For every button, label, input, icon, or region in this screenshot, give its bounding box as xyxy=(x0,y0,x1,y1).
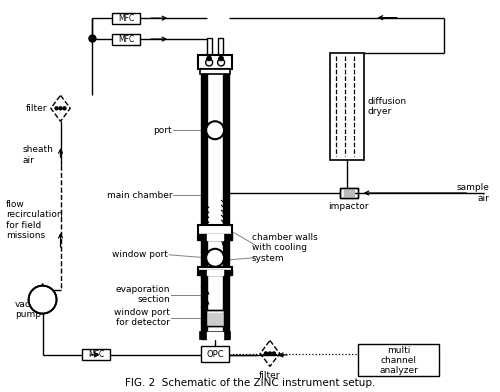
Text: impactor: impactor xyxy=(328,202,369,211)
Bar xyxy=(200,69,230,74)
Text: FIG. 2  Schematic of the ZINC instrument setup.: FIG. 2 Schematic of the ZINC instrument … xyxy=(125,378,375,388)
Circle shape xyxy=(218,59,224,66)
Bar xyxy=(198,267,232,275)
Bar xyxy=(207,332,223,339)
Text: MFC: MFC xyxy=(88,350,104,359)
Bar xyxy=(112,34,140,45)
Text: multi
channel
analyzer: multi channel analyzer xyxy=(379,345,418,375)
Bar xyxy=(201,347,229,363)
Circle shape xyxy=(28,286,56,314)
Text: MFC: MFC xyxy=(118,14,134,23)
Bar xyxy=(198,234,232,240)
Circle shape xyxy=(206,56,212,61)
Bar xyxy=(198,56,232,69)
Bar xyxy=(207,234,223,240)
Bar xyxy=(344,188,353,198)
Bar xyxy=(330,53,364,160)
Bar xyxy=(206,310,224,325)
Circle shape xyxy=(89,35,96,42)
Circle shape xyxy=(206,249,224,267)
Text: port: port xyxy=(154,126,172,135)
Text: window port
for detector: window port for detector xyxy=(114,308,170,327)
Circle shape xyxy=(264,352,268,355)
Circle shape xyxy=(59,107,62,110)
Text: OPC: OPC xyxy=(206,350,224,359)
Text: main chamber: main chamber xyxy=(106,191,172,200)
Text: window port: window port xyxy=(112,250,168,259)
Bar xyxy=(340,188,357,198)
Text: filter: filter xyxy=(259,371,280,380)
Text: sheath
air: sheath air xyxy=(22,145,54,165)
Bar xyxy=(200,332,230,339)
Text: diffusion
dryer: diffusion dryer xyxy=(368,96,407,116)
Ellipse shape xyxy=(34,295,52,305)
Bar xyxy=(201,74,207,339)
Bar xyxy=(208,312,222,325)
Bar xyxy=(206,310,224,325)
Text: vacuum
pump: vacuum pump xyxy=(14,300,51,319)
Circle shape xyxy=(55,107,58,110)
Circle shape xyxy=(218,56,224,61)
Text: filter: filter xyxy=(26,104,47,113)
Bar xyxy=(112,13,140,24)
Bar xyxy=(207,38,212,56)
Bar xyxy=(218,38,223,56)
Bar xyxy=(198,270,232,275)
Circle shape xyxy=(206,121,224,139)
Text: flow
recirculation
for field
missions: flow recirculation for field missions xyxy=(6,200,62,240)
Circle shape xyxy=(63,107,66,110)
Bar xyxy=(223,74,229,339)
Circle shape xyxy=(206,59,212,66)
Text: sample
air: sample air xyxy=(456,183,490,203)
Text: MFC: MFC xyxy=(118,34,134,44)
Text: chamber walls
with cooling
system: chamber walls with cooling system xyxy=(252,233,318,263)
Bar xyxy=(340,188,357,198)
Circle shape xyxy=(268,352,272,355)
Bar xyxy=(198,225,232,240)
Bar xyxy=(207,270,223,275)
Bar xyxy=(207,74,223,339)
Text: evaporation
section: evaporation section xyxy=(116,285,170,304)
Bar xyxy=(82,349,110,360)
Bar xyxy=(358,345,440,376)
Circle shape xyxy=(272,352,276,355)
